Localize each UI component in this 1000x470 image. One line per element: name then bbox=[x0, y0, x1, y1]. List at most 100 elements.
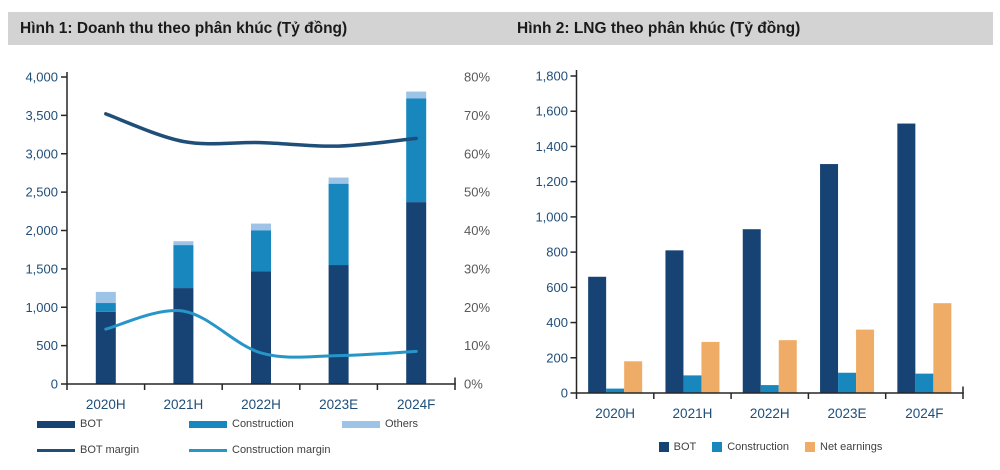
construction-margin-line bbox=[104, 309, 418, 359]
construction-bar-segment bbox=[251, 230, 271, 272]
construction-bar-segment bbox=[95, 303, 116, 312]
net-earnings-bar bbox=[933, 303, 952, 393]
y-axis-label: 2,500 bbox=[25, 185, 58, 200]
y-axis-label: 0 bbox=[51, 377, 58, 392]
others-bar-segment bbox=[173, 241, 194, 246]
y-axis-label: 500 bbox=[36, 338, 58, 353]
legend-construction: Construction bbox=[189, 418, 294, 430]
legend-construction-label: Construction bbox=[232, 418, 294, 430]
legend-others-label: Others bbox=[385, 418, 419, 430]
legend-bot-margin: BOT margin bbox=[37, 444, 139, 456]
legend-bot-swatch bbox=[658, 442, 669, 452]
y-axis-label: 1,800 bbox=[535, 69, 568, 84]
bot-margin-line bbox=[104, 112, 418, 148]
construction-bar bbox=[915, 373, 934, 393]
bot-bar bbox=[742, 229, 761, 393]
y-axis-label: 600 bbox=[546, 280, 568, 295]
x-axis-label: 2023E bbox=[319, 397, 358, 412]
legend-bot-margin-label: BOT margin bbox=[80, 444, 140, 456]
legend-construction-swatch bbox=[712, 442, 723, 452]
figure2-title: Hình 2: LNG theo phân khúc (Tỷ đồng) bbox=[517, 20, 801, 37]
net-earnings-bar bbox=[624, 361, 643, 393]
y-axis-label: 3,500 bbox=[25, 108, 58, 123]
y-axis-label: 800 bbox=[546, 245, 568, 260]
right-axis-label: 10% bbox=[464, 338, 490, 353]
y-axis-label: 3,000 bbox=[25, 146, 58, 161]
right-axis-label: 80% bbox=[464, 70, 490, 85]
x-axis-label: 2020H bbox=[595, 406, 635, 421]
construction-bar-segment bbox=[173, 245, 194, 289]
legend-others: Others bbox=[342, 418, 418, 430]
bot-bar bbox=[665, 250, 684, 393]
legend-net-earnings-swatch bbox=[805, 442, 815, 452]
x-axis-label: 2022H bbox=[750, 406, 790, 421]
x-axis-label: 2021H bbox=[673, 406, 713, 421]
others-bar-segment bbox=[251, 223, 271, 231]
bot-bar bbox=[897, 123, 916, 394]
y-axis-label: 1,400 bbox=[535, 139, 568, 154]
right-axis-label: 0% bbox=[464, 377, 483, 392]
y-axis-label: 1,000 bbox=[535, 209, 568, 224]
net-earnings-bar bbox=[778, 340, 797, 393]
y-axis-label: 1,200 bbox=[535, 174, 568, 189]
legend-net-earnings: Net earnings bbox=[805, 441, 882, 453]
legend-construction-margin-swatch bbox=[189, 448, 227, 452]
legend-construction-label: Construction bbox=[727, 441, 789, 453]
legend-construction: Construction bbox=[712, 441, 789, 453]
others-bar-segment bbox=[328, 177, 349, 184]
legend-others-swatch bbox=[342, 420, 380, 428]
y-axis-label: 1,000 bbox=[25, 300, 58, 315]
construction-bar-segment bbox=[406, 98, 427, 203]
y-axis-label: 200 bbox=[546, 350, 568, 365]
right-axis-label: 30% bbox=[464, 261, 490, 276]
right-axis-label: 70% bbox=[464, 108, 490, 123]
y-axis-label: 400 bbox=[546, 315, 568, 330]
legend-construction-margin-label: Construction margin bbox=[232, 444, 331, 456]
x-axis-label: 2024F bbox=[397, 397, 435, 412]
bot-bar-segment bbox=[95, 311, 116, 384]
y-axis-label: 4,000 bbox=[25, 70, 58, 85]
legend-bot-swatch bbox=[37, 420, 75, 428]
right-axis-label: 20% bbox=[464, 300, 490, 315]
figure2-legend: BOT Construction Net earnings bbox=[576, 441, 965, 453]
bot-bar bbox=[588, 276, 607, 393]
y-axis-label: 1,500 bbox=[25, 261, 58, 276]
right-axis-label: 60% bbox=[464, 146, 490, 161]
construction-bar bbox=[683, 375, 702, 393]
construction-bar-segment bbox=[328, 183, 349, 266]
others-bar-segment bbox=[95, 291, 116, 304]
bot-bar bbox=[820, 164, 839, 393]
x-axis-label: 2021H bbox=[164, 397, 204, 412]
construction-bar bbox=[760, 385, 779, 393]
x-axis-label: 2020H bbox=[86, 397, 126, 412]
y-axis-label: 1,600 bbox=[535, 104, 568, 119]
legend-bot-margin-swatch bbox=[37, 448, 75, 452]
x-axis-label: 2024F bbox=[905, 406, 943, 421]
legend-bot: BOT bbox=[37, 418, 103, 430]
x-axis-label: 2023E bbox=[828, 406, 867, 421]
legend-net-earnings-label: Net earnings bbox=[820, 441, 883, 453]
right-axis-label: 40% bbox=[464, 223, 490, 238]
bot-bar-segment bbox=[406, 202, 427, 384]
legend-construction-margin: Construction margin bbox=[189, 444, 330, 456]
bot-bar-segment bbox=[173, 288, 194, 384]
net-earnings-bar bbox=[701, 341, 720, 393]
figure-titles-band: Hình 1: Doanh thu theo phân khúc (Tỷ đồn… bbox=[8, 12, 993, 45]
bot-bar-segment bbox=[328, 265, 349, 384]
right-axis-label: 50% bbox=[464, 185, 490, 200]
construction-bar bbox=[838, 372, 857, 393]
bot-bar-segment bbox=[251, 271, 271, 384]
legend-bot: BOT bbox=[658, 441, 697, 453]
legend-bot-label: BOT bbox=[673, 441, 697, 453]
others-bar-segment bbox=[406, 91, 427, 99]
y-axis-label: 2,000 bbox=[25, 223, 58, 238]
legend-bot-label: BOT bbox=[80, 418, 103, 430]
legend-construction-swatch bbox=[189, 420, 227, 428]
x-axis-label: 2022H bbox=[241, 397, 281, 412]
construction-bar bbox=[606, 388, 625, 393]
figure1-title: Hình 1: Doanh thu theo phân khúc (Tỷ đồn… bbox=[20, 20, 348, 37]
y-axis-label: 0 bbox=[561, 386, 568, 401]
net-earnings-bar bbox=[856, 329, 875, 393]
